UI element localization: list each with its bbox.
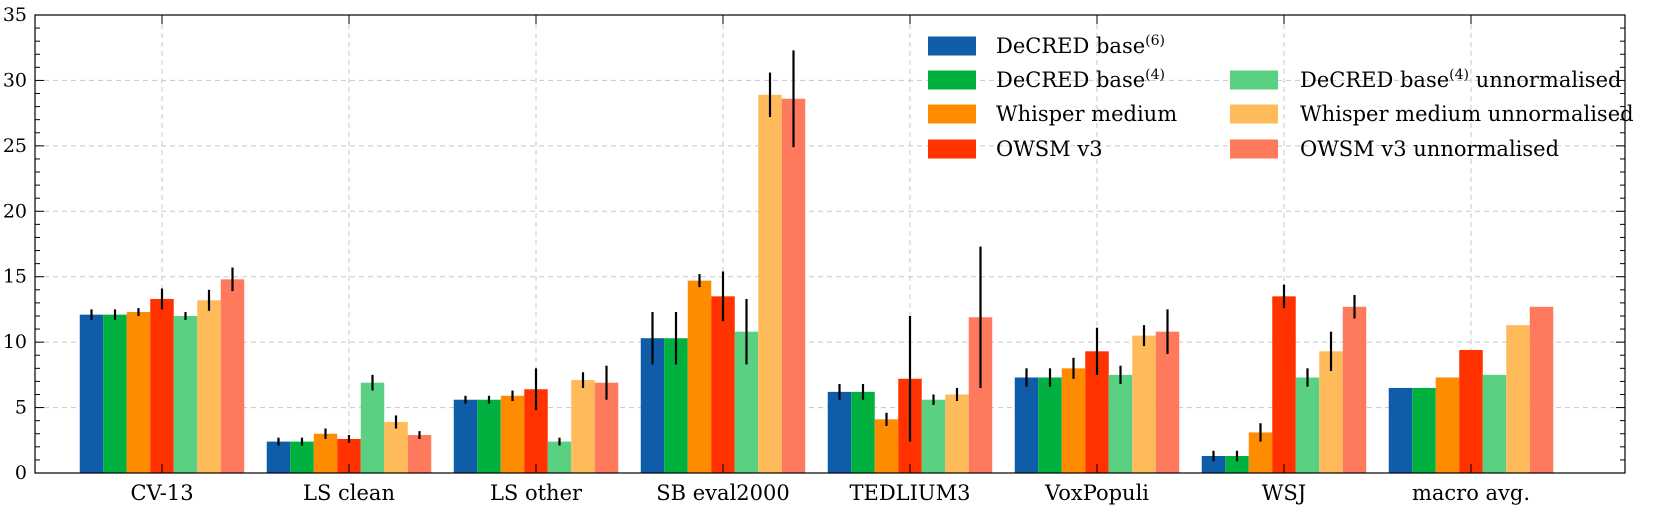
bar (827, 391, 852, 473)
bar (734, 331, 759, 473)
bar (79, 314, 104, 473)
legend: DeCRED base(6) DeCRED base(4) Whisper medi… (928, 33, 1634, 161)
bar (711, 296, 735, 473)
legend-swatch (928, 36, 976, 56)
bar (524, 389, 548, 473)
legend-label: OWSM v3 (996, 137, 1103, 161)
bar (1155, 331, 1180, 473)
legend-label: DeCRED base(4) (996, 67, 1165, 92)
bar (126, 312, 151, 473)
legend-swatch (928, 70, 976, 90)
y-tick-label: 35 (3, 4, 27, 26)
bar (313, 433, 338, 473)
bar (1014, 377, 1039, 473)
legend-label: DeCRED base(6) (996, 33, 1165, 58)
bar (1248, 432, 1273, 473)
bar (197, 300, 221, 473)
bar (1225, 455, 1249, 473)
legend-label: OWSM v3 unnormalised (1300, 137, 1559, 161)
y-tick-label: 10 (3, 331, 27, 353)
x-tick-label: CV-13 (130, 481, 193, 505)
bar (337, 438, 361, 473)
legend-label: DeCRED base(4) unnormalised (1300, 67, 1621, 92)
bar (664, 338, 688, 473)
bar (1038, 377, 1062, 473)
ticks-layer (35, 14, 1625, 474)
bar (687, 280, 712, 473)
x-tick-label: TEDLIUM3 (850, 481, 971, 505)
tick-labels-layer: 0 5 10 15 20 25 30 35 CV-13 LS clean LS other SB ev… (3, 4, 1530, 505)
error-bars-layer (90, 50, 1356, 462)
y-tick-label: 30 (3, 69, 27, 91)
bar (1108, 374, 1133, 473)
y-tick-label: 20 (3, 200, 27, 222)
bar (1272, 296, 1296, 473)
bar (1412, 387, 1436, 473)
y-tick-label: 25 (3, 135, 27, 157)
bar (1482, 374, 1507, 473)
bar (150, 298, 174, 473)
legend-swatch (1230, 139, 1278, 159)
bar (453, 399, 478, 473)
x-tick-label: LS other (490, 481, 583, 505)
bar (220, 279, 245, 473)
bar (1085, 351, 1109, 473)
x-tick-label: WSJ (1262, 481, 1306, 505)
bar (360, 382, 385, 473)
x-tick-label: macro avg. (1412, 481, 1530, 505)
bar (266, 441, 291, 473)
bar (1295, 377, 1320, 473)
bar (407, 435, 432, 473)
bar (1459, 349, 1483, 473)
bar (547, 441, 572, 473)
legend-swatch (928, 139, 976, 159)
bar (1342, 306, 1367, 473)
legend-swatch (928, 104, 976, 124)
bar (477, 399, 501, 473)
bar (571, 380, 595, 473)
bar (851, 391, 875, 473)
x-tick-label: LS clean (303, 481, 395, 505)
legend-swatch (1230, 104, 1278, 124)
bar (594, 382, 619, 473)
bar (968, 317, 993, 473)
legend-label: Whisper medium (996, 102, 1177, 126)
bars-layer (79, 94, 1554, 474)
x-tick-label: VoxPopuli (1044, 481, 1149, 505)
bar (758, 94, 782, 473)
bar (874, 419, 899, 473)
bar (781, 98, 806, 474)
bar (1506, 325, 1530, 473)
bar (173, 315, 198, 473)
bar (1201, 455, 1226, 473)
bar (500, 395, 525, 473)
bar (640, 338, 665, 473)
bar (384, 421, 408, 473)
bar (921, 399, 946, 473)
bar (1132, 335, 1156, 473)
bar (945, 394, 969, 473)
axis-frame (34, 14, 1626, 474)
y-tick-label: 5 (15, 397, 27, 419)
x-tick-label: SB eval2000 (656, 481, 789, 505)
y-tick-label: 0 (15, 462, 27, 484)
legend-label: Whisper medium unnormalised (1300, 102, 1634, 126)
bar (1529, 306, 1554, 473)
bar (1319, 351, 1343, 473)
legend-swatch (1230, 70, 1278, 90)
y-tick-label: 15 (3, 266, 27, 288)
bar (290, 441, 314, 473)
bar (1061, 368, 1086, 473)
bar (103, 314, 127, 473)
bar (1388, 387, 1413, 473)
bar (1435, 377, 1460, 473)
